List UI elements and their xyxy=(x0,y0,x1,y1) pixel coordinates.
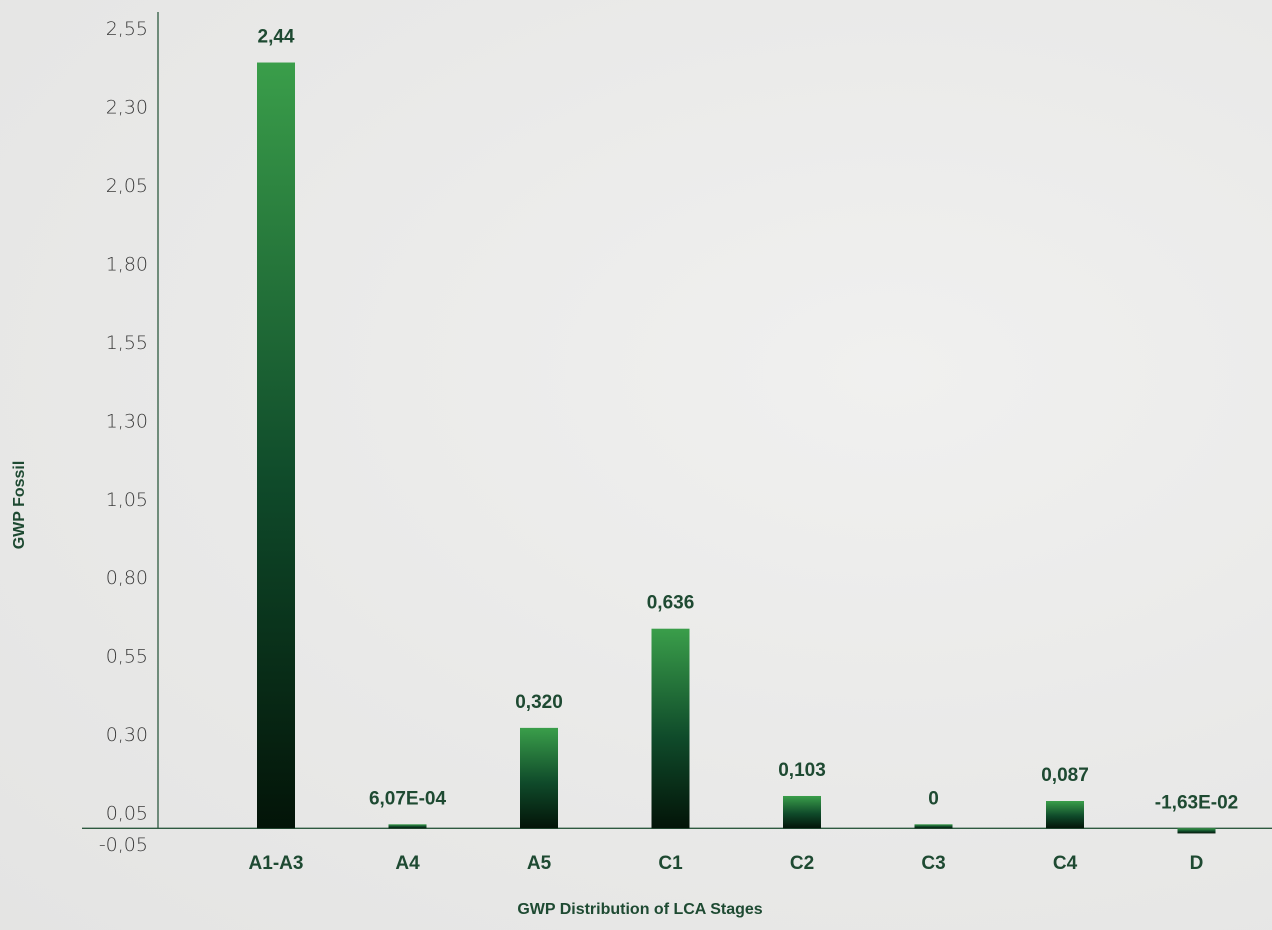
value-label-d: -1,63E-02 xyxy=(1155,792,1238,813)
value-label-a5: 0,320 xyxy=(515,692,563,713)
value-label-a1-a3: 2,44 xyxy=(258,27,295,48)
category-label-a5: A5 xyxy=(527,853,552,874)
bar-c1 xyxy=(651,628,690,829)
value-label-a4: 6,07E-04 xyxy=(369,788,447,809)
y-tick-label: 0,30 xyxy=(106,724,148,746)
bar-a1-a3 xyxy=(257,62,295,829)
y-tick-label: -0,05 xyxy=(99,834,148,856)
y-tick-label: 0,55 xyxy=(106,646,148,668)
category-label-c2: C2 xyxy=(790,853,814,874)
bars xyxy=(257,62,1216,834)
y-tick-label: 1,05 xyxy=(106,489,148,511)
value-labels: 2,44 6,07E-04 0,320 0,636 0,103 0 0,087 -1,63E-… xyxy=(258,27,1239,814)
bar-c2 xyxy=(783,795,821,829)
y-tick-label: 0,80 xyxy=(106,567,148,589)
category-label-c1: C1 xyxy=(658,853,683,874)
category-labels: A1-A3 A4 A5 C1 C2 C3 C4 D xyxy=(249,853,1204,874)
x-axis-title: GWP Distribution of LCA Stages xyxy=(517,901,762,918)
value-label-c4: 0,087 xyxy=(1041,765,1089,786)
y-axis-title: GWP Fossil xyxy=(11,461,28,550)
value-label-c1: 0,636 xyxy=(647,593,695,614)
category-label-d: D xyxy=(1190,853,1204,874)
y-tick-label: 1,30 xyxy=(106,410,148,432)
bar-d xyxy=(1177,828,1216,834)
bar-a4 xyxy=(388,824,427,829)
bar-c3 xyxy=(914,824,953,829)
y-tick-label: 2,55 xyxy=(106,18,148,40)
category-label-a4: A4 xyxy=(395,853,420,874)
category-label-c4: C4 xyxy=(1053,853,1078,874)
y-tick-label: 2,05 xyxy=(106,175,148,197)
value-label-c2: 0,103 xyxy=(778,760,826,781)
category-label-a1-a3: A1-A3 xyxy=(249,853,304,874)
bar-a5 xyxy=(520,727,558,829)
category-label-c3: C3 xyxy=(921,853,945,874)
value-label-c3: 0 xyxy=(928,788,939,809)
y-tick-label: 1,80 xyxy=(106,253,148,275)
y-tick-label: 0,05 xyxy=(106,803,148,825)
y-tick-labels: -0,05 0,05 0,30 0,55 0,80 1,05 1,30 1,55 1,80 2,0… xyxy=(99,18,148,856)
y-tick-label: 2,30 xyxy=(106,96,148,118)
bar-c4 xyxy=(1046,801,1084,829)
y-tick-label: 1,55 xyxy=(106,332,148,354)
